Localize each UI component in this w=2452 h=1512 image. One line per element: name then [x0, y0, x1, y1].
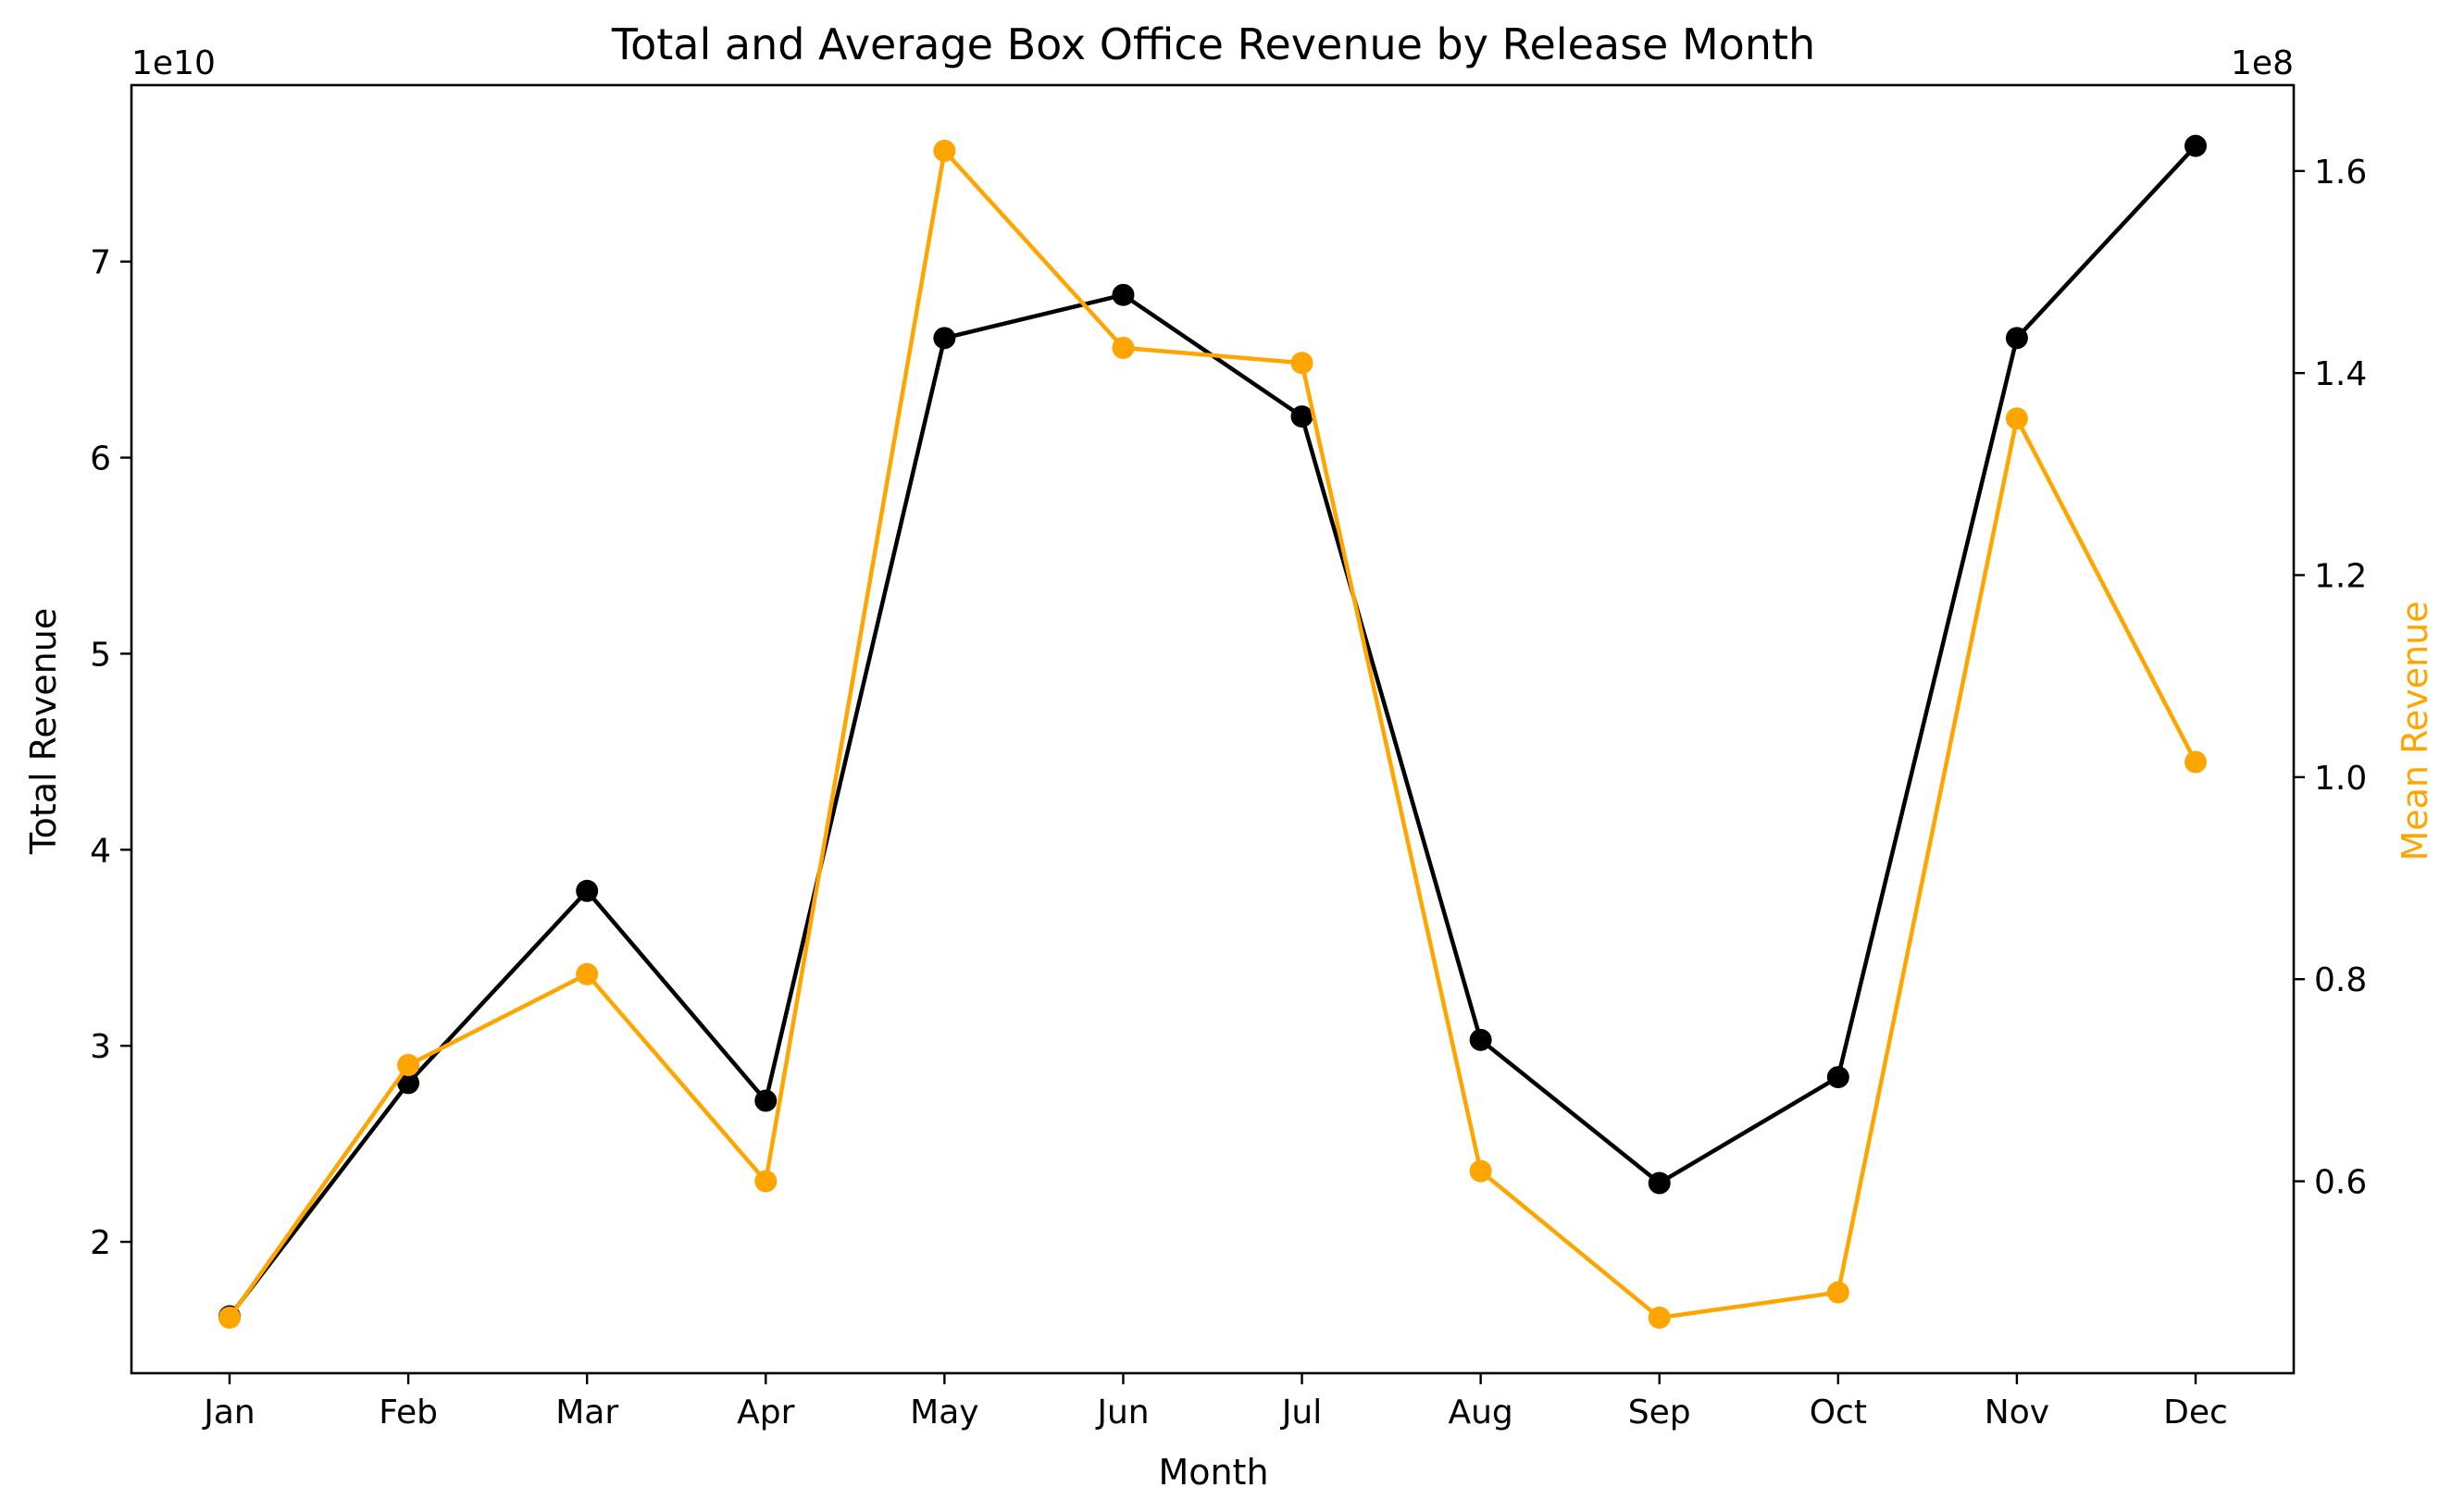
right-y-axis-label: Mean Revenue — [2395, 601, 2435, 861]
x-tick-label: Jun — [1095, 1394, 1149, 1431]
x-tick-label: Apr — [737, 1394, 794, 1431]
left-y-axis-label: Total Revenue — [23, 608, 64, 855]
x-tick-label: Mar — [555, 1394, 618, 1431]
total-revenue-line — [228, 144, 2197, 1318]
x-tick-label: Jan — [202, 1394, 255, 1431]
plot-frame — [130, 83, 2296, 1375]
right-y-tick-label: 0.6 — [2314, 1164, 2367, 1202]
right-y-tick-label: 1.6 — [2314, 154, 2367, 192]
x-tick-label: Feb — [379, 1394, 438, 1431]
total-revenue-point — [2005, 327, 2028, 350]
mean-revenue-point — [218, 1306, 241, 1329]
x-tick-label: Sep — [1628, 1394, 1691, 1431]
mean-revenue-point — [1826, 1281, 1849, 1304]
total-revenue-point — [1290, 405, 1313, 428]
chart-title: Total and Average Box Office Revenue by … — [611, 19, 1815, 69]
mean-revenue-point — [2184, 750, 2207, 774]
total-revenue-point — [1648, 1171, 1671, 1195]
left-y-tick-label: 7 — [90, 244, 111, 282]
left-y-tick-label: 4 — [90, 832, 111, 870]
x-tick-label: Aug — [1448, 1394, 1512, 1431]
right-axis-offset-label: 1e8 — [2231, 44, 2294, 82]
total-revenue-point — [397, 1072, 420, 1095]
left-y-tick-label: 2 — [90, 1224, 111, 1262]
right-y-tick-label: 1.0 — [2314, 760, 2367, 798]
total-revenue-point — [2184, 134, 2207, 157]
total-revenue-point — [576, 879, 599, 902]
total-revenue-point — [933, 327, 956, 350]
right-y-tick-label: 1.2 — [2314, 558, 2367, 596]
x-tick-label: Nov — [1985, 1394, 2049, 1431]
total-revenue-point — [1469, 1028, 1492, 1051]
mean-revenue-line — [228, 148, 2197, 1320]
x-tick-label: Oct — [1810, 1394, 1867, 1431]
mean-revenue-point — [933, 139, 956, 162]
total-revenue-point — [754, 1089, 778, 1112]
left-y-tick-label: 5 — [90, 636, 111, 674]
mean-revenue-point — [1469, 1159, 1492, 1183]
mean-revenue-point — [397, 1054, 420, 1077]
x-axis-label: Month — [1158, 1452, 1268, 1493]
x-tick-label: Jul — [1280, 1394, 1322, 1431]
total-revenue-point — [1112, 283, 1135, 306]
left-y-tick-label: 6 — [90, 440, 111, 478]
x-tick-label: Dec — [2163, 1394, 2228, 1431]
mean-revenue-point — [1648, 1306, 1671, 1329]
mean-revenue-point — [1290, 352, 1313, 375]
left-y-tick-label: 3 — [90, 1028, 111, 1066]
total-revenue-point — [1826, 1066, 1849, 1089]
mean-revenue-point — [576, 962, 599, 985]
right-y-tick-label: 1.4 — [2314, 355, 2367, 393]
mean-revenue-point — [2005, 407, 2028, 430]
mean-revenue-point — [754, 1170, 778, 1193]
right-y-tick-label: 0.8 — [2314, 961, 2367, 999]
left-axis-offset-label: 1e10 — [131, 44, 216, 82]
mean-revenue-point — [1112, 336, 1135, 359]
plot-area: Jan Feb Mar Apr May Jun Jul Aug Sep Oct Nov Dec 2 3 4 5… — [90, 83, 2367, 1431]
x-tick-label: May — [910, 1394, 978, 1431]
